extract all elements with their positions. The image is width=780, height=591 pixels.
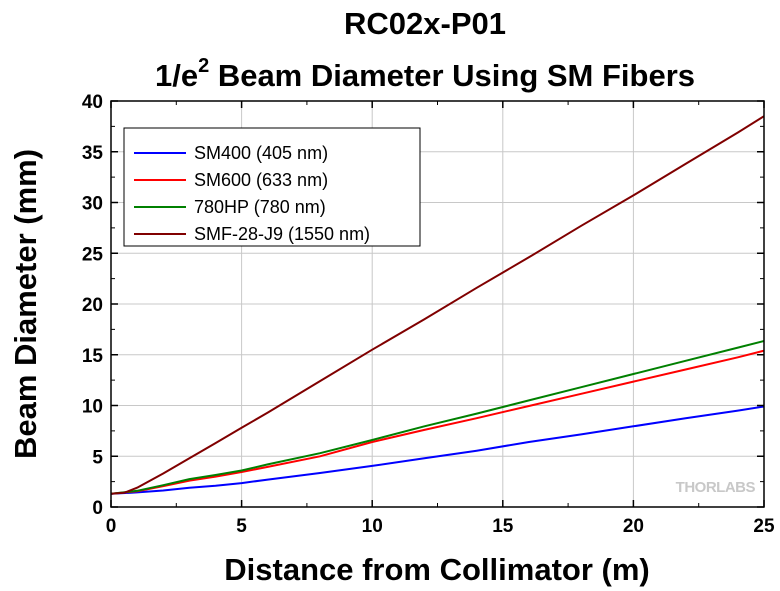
- y-tick-label: 0: [92, 498, 103, 519]
- x-tick-label: 5: [236, 516, 247, 537]
- y-axis-title: Beam Diameter (mm): [8, 149, 43, 459]
- y-tick-label: 10: [82, 397, 103, 418]
- chart-title: RC02x-P01: [344, 6, 506, 41]
- y-tick-label: 20: [82, 295, 103, 316]
- y-tick-label: 15: [82, 346, 104, 367]
- watermark-layer: THORLABS: [676, 479, 756, 496]
- x-tick-label: 0: [106, 516, 117, 537]
- y-tick-label: 5: [92, 447, 103, 468]
- y-tick-label: 25: [82, 244, 104, 265]
- axis-ticks: [110, 100, 765, 508]
- x-tick-label: 10: [362, 516, 383, 537]
- legend-box: [123, 127, 421, 247]
- legend-label-780hp-780-nm: 780HP (780 nm): [194, 197, 326, 217]
- subtitle-superscript: 2: [198, 55, 209, 77]
- series-line-sm600-633-nm: [110, 349, 765, 495]
- series-line-smf-28-j9-1550-nm: [110, 115, 765, 495]
- thorlabs-watermark: THORLABS: [676, 479, 756, 496]
- legend-label-smf-28-j9-1550-nm: SMF-28-J9 (1550 nm): [194, 224, 370, 244]
- legend-label-sm600-633-nm: SM600 (633 nm): [194, 170, 328, 190]
- chart-subtitle: 1/e2 Beam Diameter Using SM Fibers: [155, 55, 695, 93]
- series-line-sm400-405-nm: [110, 405, 765, 495]
- x-tick-label: 20: [623, 516, 644, 537]
- y-tick-label: 35: [82, 143, 104, 164]
- axis-tick-labels: 0 5 10 15 20 25 0 5 10 15 20 25 30 35 40: [82, 92, 775, 537]
- legend: SM400 (405 nm) SM600 (633 nm) 780HP (780 n…: [123, 127, 421, 247]
- subtitle-rest: Beam Diameter Using SM Fibers: [209, 58, 695, 93]
- x-axis-title: Distance from Collimator (m): [224, 552, 649, 587]
- y-tick-label: 30: [82, 194, 103, 215]
- legend-label-sm400-405-nm: SM400 (405 nm): [194, 143, 328, 163]
- x-tick-label: 25: [753, 516, 775, 537]
- x-tick-label: 15: [492, 516, 514, 537]
- series-lines: [110, 115, 765, 495]
- series-line-780hp-780-nm: [110, 340, 765, 495]
- y-tick-label: 40: [82, 92, 103, 113]
- subtitle-prefix: 1/e: [155, 58, 198, 93]
